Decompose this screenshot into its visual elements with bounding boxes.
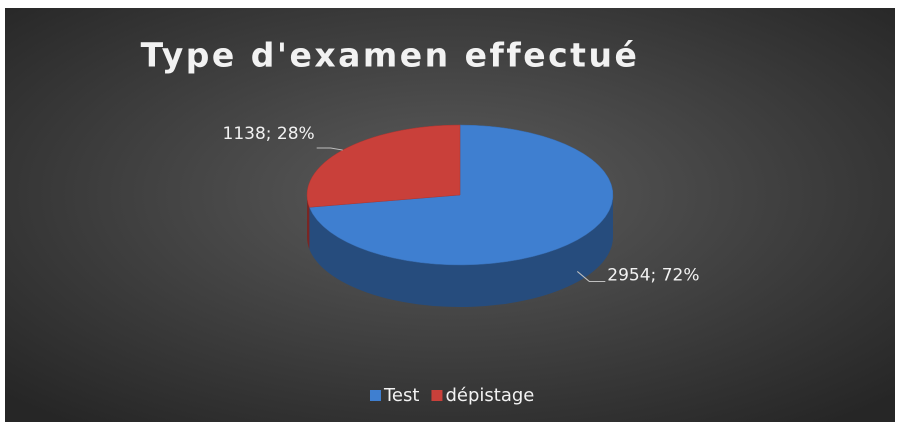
slice-side [307,195,310,250]
leader-line [316,147,343,151]
slice-side [309,195,613,308]
chart-title: Type d'examen effectué [141,36,640,75]
legend-swatch [370,390,381,401]
slice [306,124,461,208]
data-label: 2954; 72% [607,265,699,285]
data-label: 1138; 28% [223,124,315,144]
legend-swatch [431,390,443,401]
legend-label: Test [383,385,419,406]
legend-label: dépistage [445,385,534,406]
slice [309,124,614,266]
leader-line [576,271,606,282]
